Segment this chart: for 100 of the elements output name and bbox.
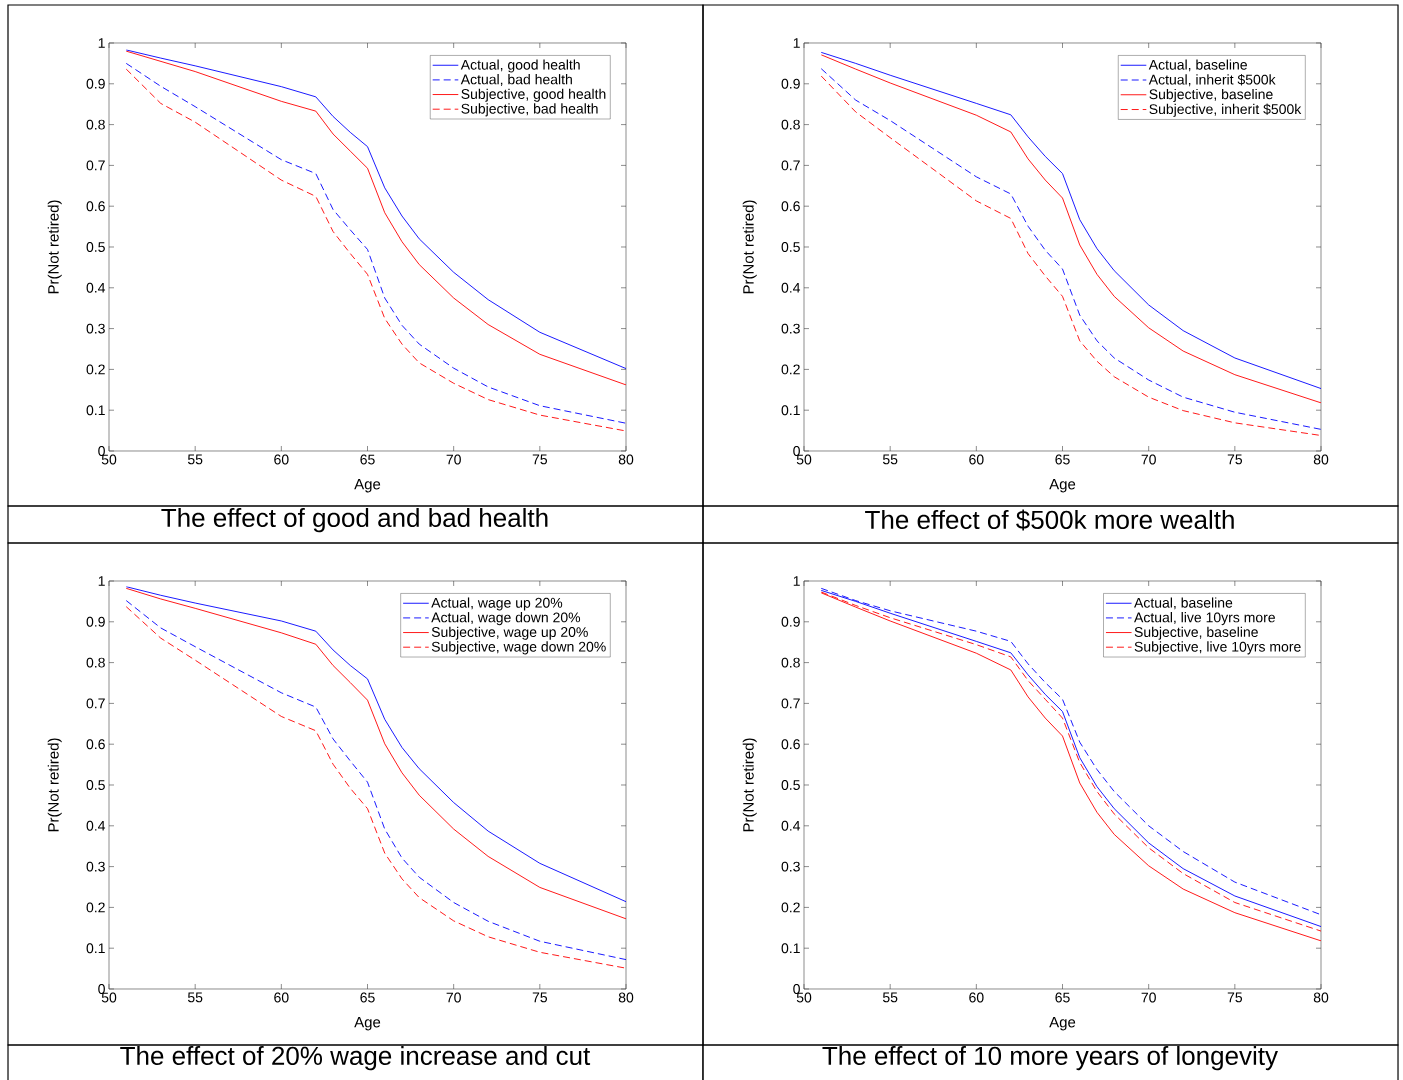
x-tick-label: 65 <box>360 454 375 465</box>
x-tick-label: 75 <box>1227 992 1243 1003</box>
legend-label: Actual, baseline <box>1134 597 1233 610</box>
y-tick-label: 0.6 <box>781 739 800 750</box>
y-tick-label: 0.4 <box>781 820 801 831</box>
legend-label: Subjective, baseline <box>1149 88 1273 102</box>
y-tick-label: 0.7 <box>781 698 800 709</box>
x-axis-title: Age <box>354 478 381 493</box>
legend-label: Actual, wage down 20% <box>431 612 581 626</box>
y-tick-label: 0.1 <box>781 405 800 416</box>
y-tick-label: 0.1 <box>86 405 105 416</box>
y-tick-label: 0.5 <box>86 780 105 790</box>
y-tick-label: 1 <box>793 38 800 48</box>
y-tick-label: 0 <box>98 446 105 456</box>
y-tick-label: 0.6 <box>781 201 800 212</box>
y-tick-label: 0.4 <box>86 282 106 293</box>
legend-label: Actual, live 10yrs more <box>1134 612 1275 626</box>
y-tick-label: 0.7 <box>86 698 105 709</box>
y-tick-label: 0.3 <box>86 323 105 334</box>
legend-label: Subjective, bad health <box>461 103 598 117</box>
legend-label: Actual, baseline <box>1148 59 1247 72</box>
y-tick-label: 0.9 <box>781 78 800 89</box>
y-tick-label: 1 <box>98 38 105 48</box>
y-tick-label: 0.7 <box>86 160 105 171</box>
y-tick-label: 0.6 <box>86 739 105 750</box>
x-tick-label: 60 <box>274 454 289 465</box>
y-tick-label: 1 <box>98 576 105 586</box>
y-tick-label: 0.3 <box>781 861 800 872</box>
x-tick-label: 50 <box>101 454 117 465</box>
x-tick-label: 65 <box>360 992 375 1003</box>
y-tick-label: 0.9 <box>86 78 105 89</box>
x-tick-label: 50 <box>796 454 812 465</box>
y-tick-label: 0.4 <box>781 282 801 293</box>
y-axis-title: Pr(Not retired) <box>742 738 757 832</box>
y-tick-label: 0.2 <box>86 902 105 913</box>
legend-label: Subjective, baseline <box>1134 626 1258 640</box>
y-axis-title: Pr(Not retired) <box>47 738 62 832</box>
x-tick-label: 55 <box>882 454 898 465</box>
y-tick-label: 0.5 <box>781 242 800 252</box>
y-axis-title: Pr(Not retired) <box>47 200 62 294</box>
legend-label: Actual, wage up 20% <box>431 597 563 611</box>
x-axis-title: Age <box>354 1016 381 1031</box>
y-tick-label: 0 <box>793 984 800 994</box>
y-tick-label: 0.6 <box>86 201 105 212</box>
x-tick-label: 65 <box>1055 992 1070 1003</box>
text: The effect of good and bad health <box>161 507 548 533</box>
y-tick-label: 0.2 <box>781 902 800 913</box>
y-tick-label: 0.2 <box>86 364 105 375</box>
y-tick-label: 0.8 <box>86 657 105 668</box>
x-tick-label: 70 <box>1141 992 1156 1003</box>
y-tick-label: 0.8 <box>781 657 800 668</box>
y-tick-label: 1 <box>793 576 800 586</box>
legend-label: Subjective, wage down 20% <box>431 641 606 655</box>
x-axis-title: Age <box>1049 1016 1076 1031</box>
x-tick-label: 70 <box>1141 454 1156 465</box>
x-tick-label: 50 <box>101 992 117 1003</box>
y-axis-title: Pr(Not retired) <box>742 200 757 294</box>
x-tick-label: 55 <box>882 992 898 1003</box>
y-tick-label: 0.3 <box>781 323 800 334</box>
y-tick-label: 0.1 <box>86 943 105 954</box>
y-tick-label: 0 <box>98 984 105 994</box>
legend-label: Subjective, live 10yrs more <box>1134 641 1301 655</box>
x-tick-label: 65 <box>1055 454 1070 465</box>
y-tick-label: 0.8 <box>781 119 800 130</box>
x-tick-label: 55 <box>187 992 203 1003</box>
y-tick-label: 0.8 <box>86 119 105 130</box>
y-tick-label: 0.1 <box>781 943 800 954</box>
y-tick-label: 0.7 <box>781 160 800 171</box>
text: The effect of 20% wage increase and cut <box>120 1045 591 1071</box>
legend-label: Subjective, wage up 20% <box>431 626 588 640</box>
x-tick-label: 80 <box>1313 454 1329 465</box>
x-tick-label: 80 <box>1313 992 1329 1003</box>
x-tick-label: 75 <box>1227 454 1243 465</box>
y-tick-label: 0.9 <box>781 616 800 627</box>
y-tick-label: 0.4 <box>86 820 106 831</box>
legend-label: Subjective, inherit $500k <box>1149 103 1302 117</box>
y-tick-label: 0.3 <box>86 861 105 872</box>
x-tick-label: 50 <box>796 992 812 1003</box>
x-tick-label: 80 <box>618 454 634 465</box>
x-tick-label: 80 <box>618 992 634 1003</box>
text: The effect of 10 more years of longevity <box>822 1045 1278 1071</box>
y-tick-label: 0.5 <box>781 780 800 790</box>
x-axis-title: Age <box>1049 478 1076 493</box>
y-tick-label: 0 <box>793 446 800 456</box>
x-tick-label: 60 <box>969 992 984 1003</box>
x-tick-label: 55 <box>187 454 203 465</box>
x-tick-label: 70 <box>446 454 461 465</box>
legend-label: Actual, good health <box>460 59 580 73</box>
x-tick-label: 75 <box>532 992 548 1003</box>
y-tick-label: 0.9 <box>86 616 105 627</box>
x-tick-label: 70 <box>446 992 461 1003</box>
y-tick-label: 0.5 <box>86 242 105 252</box>
x-tick-label: 75 <box>532 454 548 465</box>
x-tick-label: 60 <box>274 992 289 1003</box>
legend-label: Actual, bad health <box>460 74 572 87</box>
legend-label: Actual, inherit $500k <box>1148 74 1276 87</box>
text: The effect of $500k more wealth <box>865 509 1234 531</box>
y-tick-label: 0.2 <box>781 364 800 375</box>
legend-label: Subjective, good health <box>461 88 606 102</box>
x-tick-label: 60 <box>969 454 984 465</box>
